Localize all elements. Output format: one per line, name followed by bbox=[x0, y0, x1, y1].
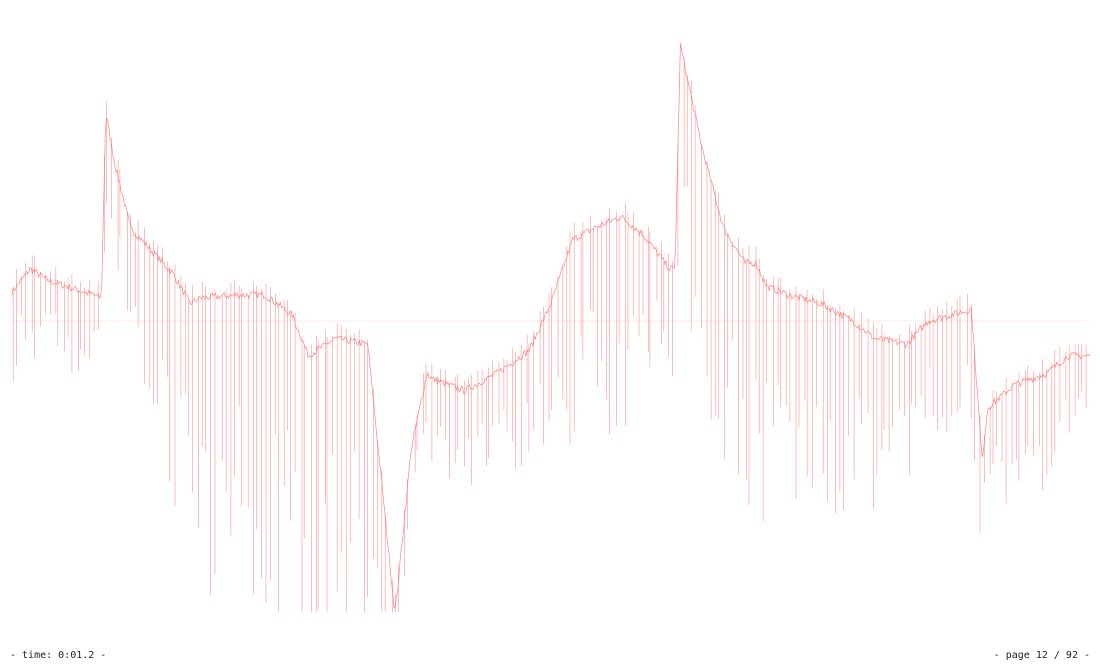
page-readout: - page 12 / 92 - bbox=[993, 650, 1090, 661]
waveform-trace bbox=[11, 43, 1091, 609]
waveform-spikes bbox=[12, 57, 1087, 612]
time-readout: - time: 0:01.2 - bbox=[10, 650, 107, 661]
